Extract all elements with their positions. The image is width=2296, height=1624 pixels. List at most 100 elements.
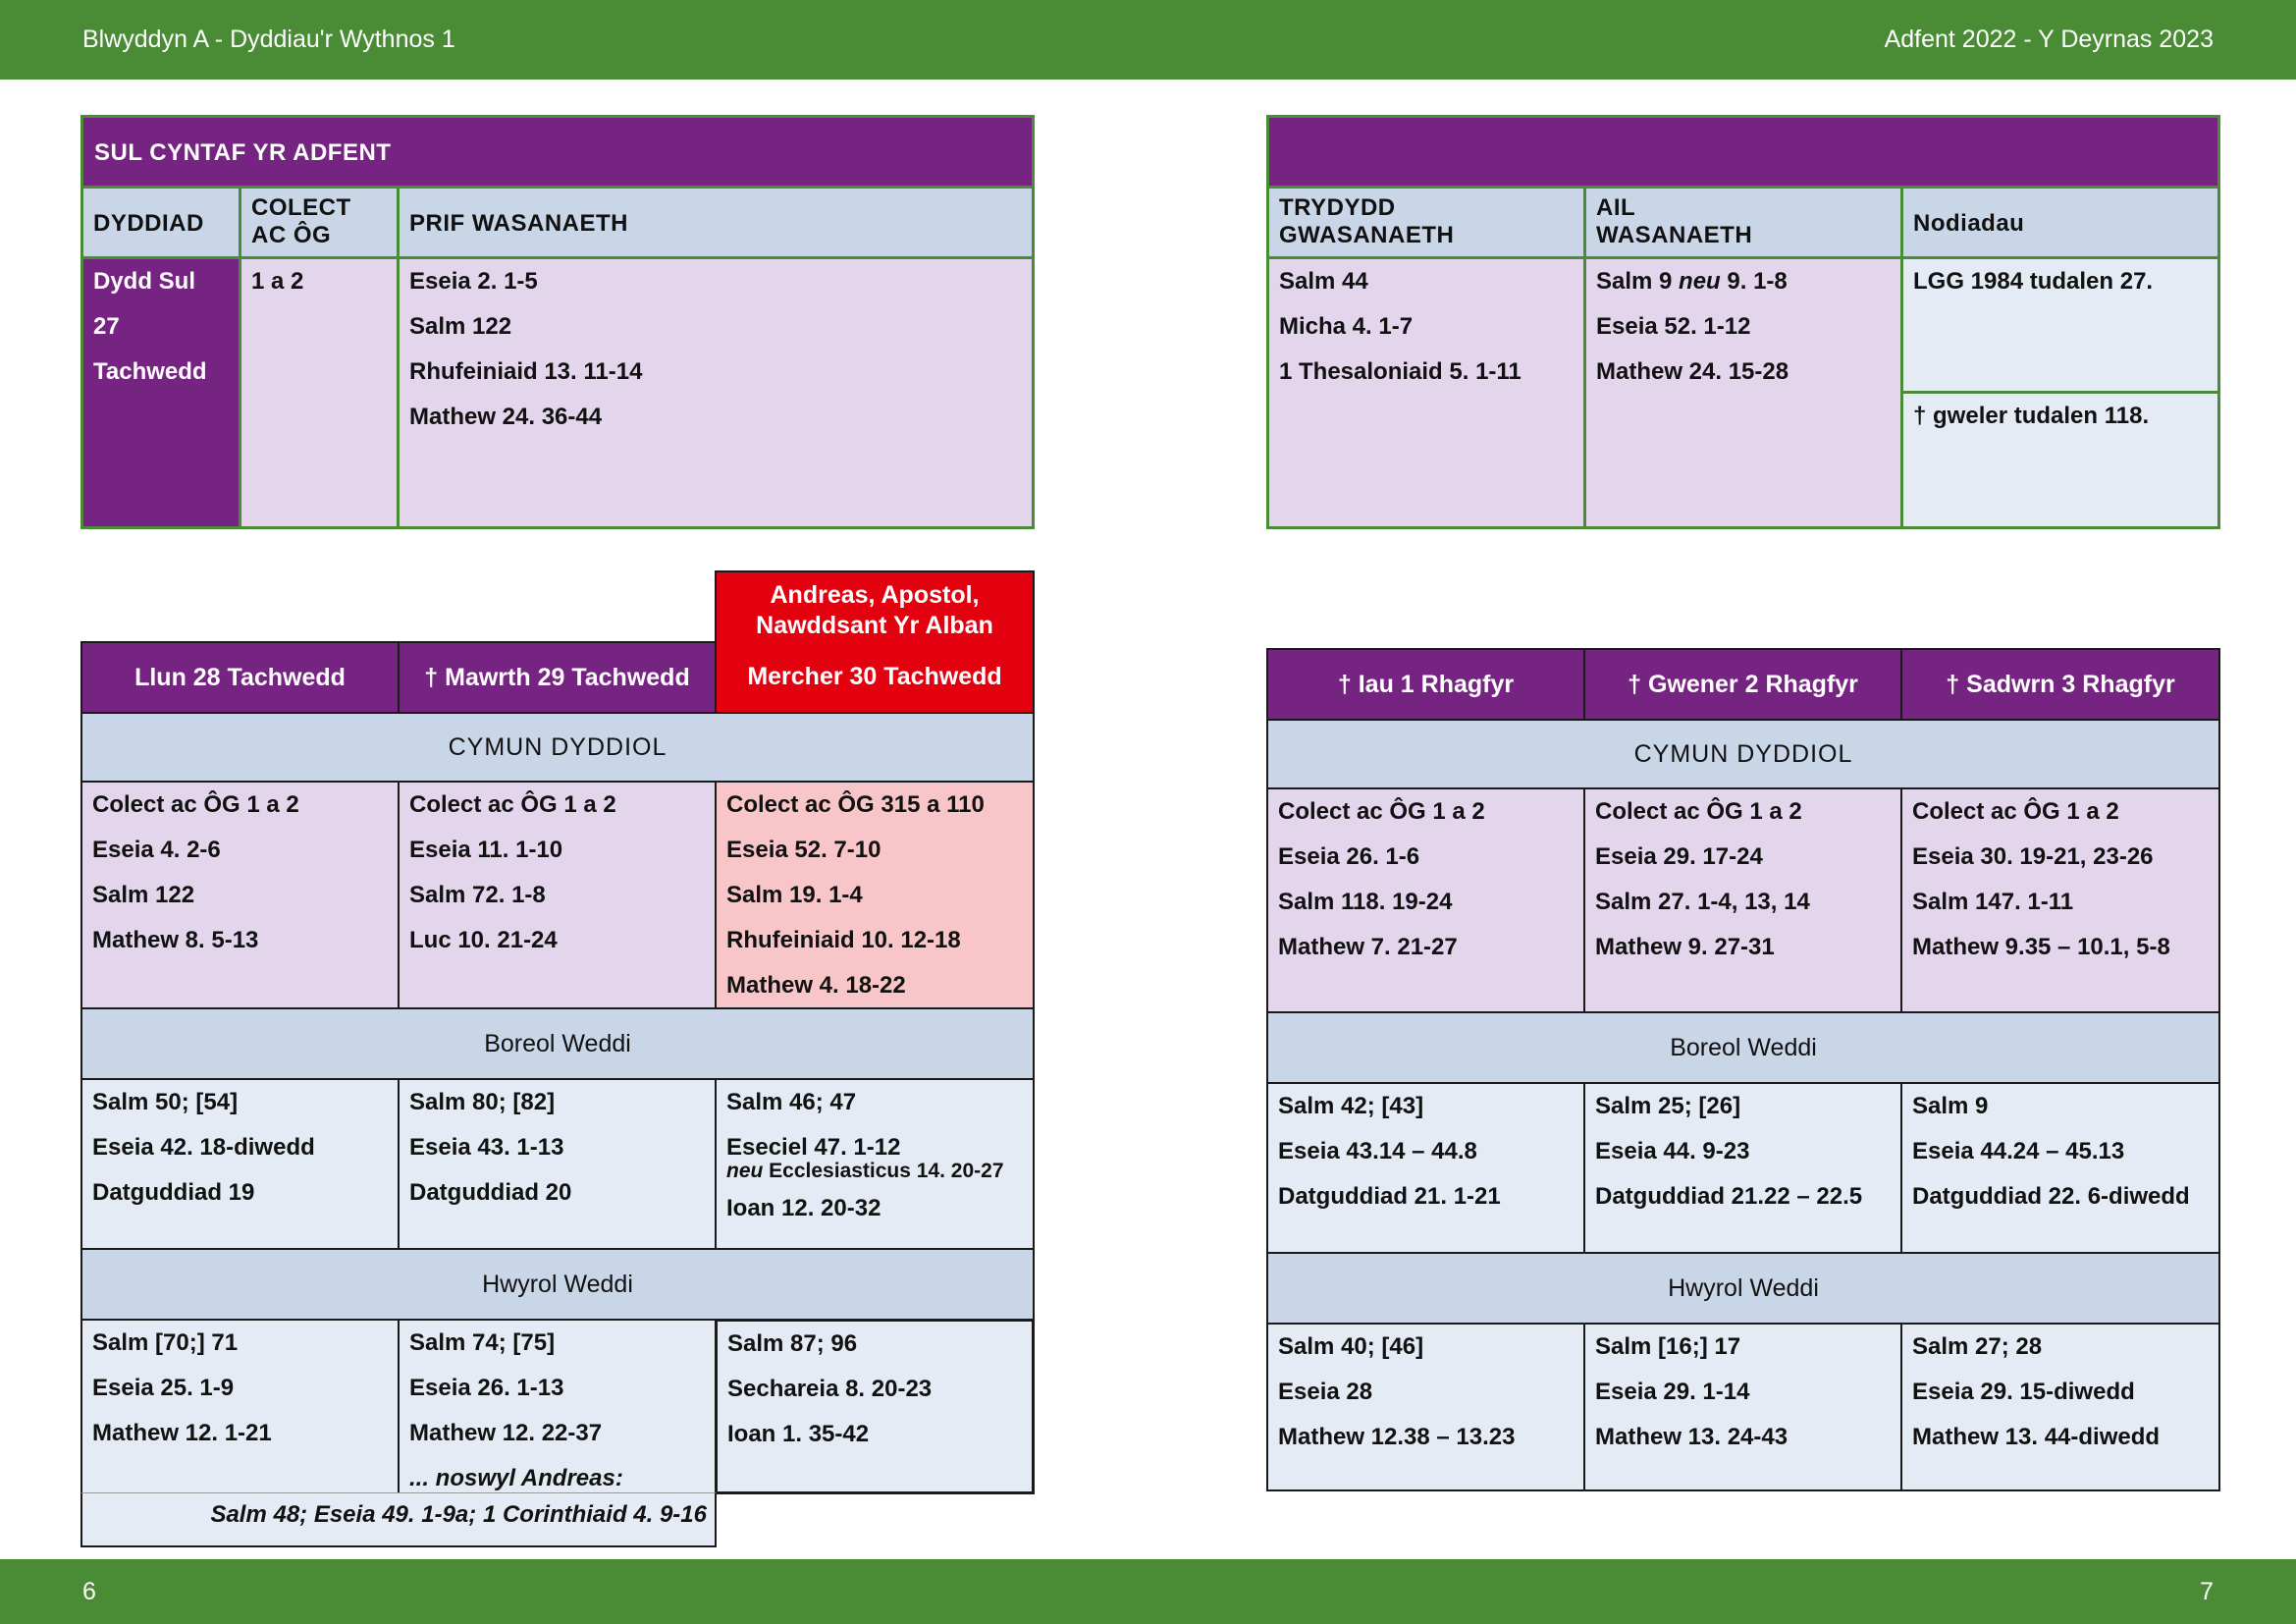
sunday-date-cell: Dydd Sul 27 Tachwedd (80, 256, 241, 529)
header-left-title: Blwyddyn A - Dyddiau'r Wythnos 1 (82, 26, 455, 53)
day-label: † Sadwrn 3 Rhagfyr (1946, 670, 2175, 698)
reading-line: Salm 46; 47 (726, 1089, 857, 1115)
reading-line: Salm 42; [43] (1278, 1093, 1424, 1119)
reading-line: Datguddiad 19 (92, 1179, 255, 1206)
reading-line: Mathew 8. 5-13 (92, 927, 259, 953)
reading-line: Eseia 26. 1-6 (1278, 843, 1420, 870)
reading-line: Colect ac ÔG 1 a 2 (92, 791, 299, 818)
reading-line: Salm 25; [26] (1595, 1093, 1741, 1119)
day-header-wednesday: Mercher 30 Tachwedd (715, 641, 1035, 714)
reading-line: Eseia 2. 1-5 (409, 268, 538, 295)
page-number-left: 6 (82, 1578, 96, 1605)
main-service-header-label: PRIF WASANAETH (409, 210, 628, 237)
notes-header-label: Nodiadau (1913, 210, 2025, 237)
third-header-line-2: GWASANAETH (1279, 222, 1455, 248)
sunday-main-service-cell: Eseia 2. 1-5 Salm 122 Rhufeiniaid 13. 11… (397, 256, 1035, 529)
second-header-line-1: AIL (1596, 194, 1636, 221)
reading-line: Salm 9 neu 9. 1-8 (1596, 263, 1891, 308)
section-boreol-weddi: Boreol Weddi (1266, 1011, 2220, 1084)
date-column-header: DYDDIAD (80, 186, 241, 259)
reading-line: Eseia 4. 2-6 (92, 837, 221, 863)
day-label: Llun 28 Tachwedd (134, 663, 346, 691)
reading-line: Eseia 11. 1-10 (409, 837, 563, 863)
section-boreol-weddi: Boreol Weddi (80, 1007, 1035, 1080)
second-service-cell: Salm 9 neu 9. 1-8 Eseia 52. 1-12 Mathew … (1583, 256, 1903, 529)
note-line: † gweler tudalen 118. (1913, 403, 2150, 429)
section-title: Boreol Weddi (1670, 1033, 1817, 1061)
reading-line: Eseia 28 (1278, 1379, 1373, 1405)
page-number-right: 7 (2200, 1578, 2214, 1605)
reading-line: Salm 118. 19-24 (1278, 889, 1453, 915)
collect-column-header: COLECT AC ÔG (239, 186, 400, 259)
section-title: CYMUN DYDDIOL (448, 732, 667, 761)
reading-line: Mathew 4. 18-22 (726, 972, 906, 999)
third-service-column-header: TRYDYDD GWASANAETH (1266, 186, 1586, 259)
sunday-date-line: Tachwedd (93, 358, 207, 385)
neu-italic: neu (726, 1160, 764, 1182)
notes-cell-top: LGG 1984 tudalen 27. (1900, 256, 2220, 394)
boreol-monday: Salm 50; [54] Eseia 42. 18-diwedd Datgud… (80, 1078, 400, 1250)
hwyrol-friday: Salm [16;] 17 Eseia 29. 1-14 Mathew 13. … (1583, 1323, 1902, 1491)
reading-line: Eseia 26. 1-13 (409, 1375, 564, 1401)
reading-line: Salm [16;] 17 (1595, 1333, 1741, 1360)
page-footer: 6 7 (0, 1559, 2296, 1624)
reading-line: Salm [70;] 71 (92, 1329, 239, 1356)
day-header-friday: † Gwener 2 Rhagfyr (1583, 648, 1902, 721)
third-service-cell: Salm 44 Micha 4. 1-7 1 Thesaloniaid 5. 1… (1266, 256, 1586, 529)
sunday-continuation-bar (1266, 115, 2220, 189)
reading-line: Salm 9 (1912, 1093, 1989, 1119)
main-service-column-header: PRIF WASANAETH (397, 186, 1035, 259)
day-header-monday: Llun 28 Tachwedd (80, 641, 400, 714)
feast-title-line-1: Andreas, Apostol, (770, 581, 980, 609)
reading-line: Eseia 44. 9-23 (1595, 1138, 1750, 1164)
day-label: † Iau 1 Rhagfyr (1337, 670, 1515, 698)
section-cymun-dyddiol: CYMUN DYDDIOL (1266, 719, 2220, 789)
reading-line-alt: neu Ecclesiasticus 14. 20-27 (726, 1161, 1023, 1190)
hwyrol-thursday: Salm 40; [46] Eseia 28 Mathew 12.38 – 13… (1266, 1323, 1585, 1491)
eve-readings-cell: Salm 48; Eseia 49. 1-9a; 1 Corinthiaid 4… (80, 1492, 717, 1547)
boreol-friday: Salm 25; [26] Eseia 44. 9-23 Datguddiad … (1583, 1082, 1902, 1254)
section-title: Hwyrol Weddi (1668, 1273, 1819, 1302)
section-cymun-dyddiol: CYMUN DYDDIOL (80, 712, 1035, 783)
cymun-wednesday: Colect ac ÔG 315 a 110 Eseia 52. 7-10 Sa… (715, 781, 1035, 1009)
sunday-date-line: 27 (93, 313, 120, 340)
reading-line: Ioan 1. 35-42 (727, 1421, 870, 1447)
date-header-label: DYDDIAD (93, 210, 204, 237)
reading-line: Eseia 29. 1-14 (1595, 1379, 1750, 1405)
section-hwyrol-weddi: Hwyrol Weddi (1266, 1252, 2220, 1325)
reading-line: Eseia 30. 19-21, 23-26 (1912, 843, 2154, 870)
cymun-friday: Colect ac ÔG 1 a 2 Eseia 29. 17-24 Salm … (1583, 787, 1902, 1013)
reading-line: Mathew 12. 1-21 (92, 1420, 272, 1446)
reading-line: Salm 122 (92, 882, 195, 908)
second-header-line-2: WASANAETH (1596, 222, 1753, 248)
collect-header-line-1: COLECT (251, 194, 351, 221)
reading-line: Mathew 13. 24-43 (1595, 1424, 1789, 1450)
sunday-collect-value: 1 a 2 (251, 268, 304, 295)
cymun-tuesday: Colect ac ÔG 1 a 2 Eseia 11. 1-10 Salm 7… (398, 781, 717, 1009)
reading-line: Salm 80; [82] (409, 1089, 556, 1115)
hwyrol-tuesday: Salm 74; [75] Eseia 26. 1-13 Mathew 12. … (398, 1319, 717, 1494)
third-header-line-1: TRYDYDD (1279, 194, 1396, 221)
reading-line: Mathew 9. 27-31 (1595, 934, 1775, 960)
reading-line: Eseia 52. 1-12 (1596, 313, 1751, 340)
header-right-title: Adfent 2022 - Y Deyrnas 2023 (1884, 26, 2214, 53)
reading-line: Mathew 7. 21-27 (1278, 934, 1458, 960)
reading-line: Salm 122 (409, 313, 512, 340)
reading-line: Eseia 29. 15-diwedd (1912, 1379, 2135, 1405)
reading-line: Salm 147. 1-11 (1912, 889, 2074, 915)
reading-line: Salm 27; 28 (1912, 1333, 2043, 1360)
reading-line: Salm 50; [54] (92, 1089, 239, 1115)
reading-line: Salm 87; 96 (727, 1330, 858, 1357)
day-header-saturday: † Sadwrn 3 Rhagfyr (1900, 648, 2220, 721)
day-header-thursday: † Iau 1 Rhagfyr (1266, 648, 1585, 721)
reading-line: Colect ac ÔG 1 a 2 (1278, 798, 1485, 825)
reading-line: Eseia 44.24 – 45.13 (1912, 1138, 2125, 1164)
hwyrol-saturday: Salm 27; 28 Eseia 29. 15-diwedd Mathew 1… (1900, 1323, 2220, 1491)
page-header: Blwyddyn A - Dyddiau'r Wythnos 1 Adfent … (0, 0, 2296, 80)
reading-line: Mathew 9.35 – 10.1, 5-8 (1912, 934, 2170, 960)
feast-title-line-2: Nawddsant Yr Alban (756, 612, 993, 639)
reading-line: Luc 10. 21-24 (409, 927, 558, 953)
reading-line: Mathew 24. 36-44 (409, 404, 603, 430)
reading-line: Datguddiad 21.22 – 22.5 (1595, 1183, 1863, 1210)
reading-text: 9. 1-8 (1720, 268, 1788, 295)
